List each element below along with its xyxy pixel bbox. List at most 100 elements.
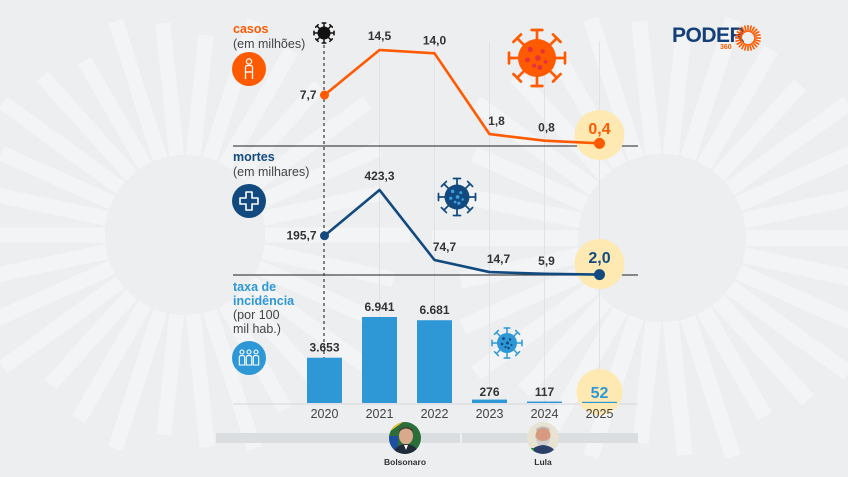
sunburst-ray xyxy=(742,247,848,292)
casos-value-label: 7,7 xyxy=(300,88,317,102)
sunburst-ray xyxy=(632,320,662,444)
virus-body xyxy=(317,26,331,40)
virus-dot xyxy=(532,63,537,68)
year-tick-label: 2025 xyxy=(586,407,614,421)
logo-ray xyxy=(735,37,742,39)
logo-wordmark: PODER xyxy=(672,24,745,47)
logo-ray xyxy=(752,40,760,46)
sunburst-ray xyxy=(261,185,384,226)
bolsonaro-avatar xyxy=(389,422,421,454)
sunburst-ray xyxy=(746,230,848,246)
sunburst-ray xyxy=(0,275,125,374)
virus-spike-cap xyxy=(514,350,521,357)
virus-dot xyxy=(450,189,455,194)
logo-ray xyxy=(738,28,745,35)
virus-dot xyxy=(453,200,457,204)
sunburst-ray xyxy=(156,313,185,436)
incidencia-value-label: 6.941 xyxy=(364,300,394,314)
virus-spike-cap xyxy=(440,180,448,188)
sunburst-ray xyxy=(735,142,848,212)
casos-title: casos xyxy=(233,22,269,36)
sunburst-ray xyxy=(261,244,395,287)
people-group-icon xyxy=(232,341,266,375)
virus-dot xyxy=(508,338,512,341)
virus-spike-cap xyxy=(551,33,562,44)
year-tick-label: 2021 xyxy=(366,407,394,421)
casos-highlight-circle xyxy=(574,110,625,160)
virus-dot xyxy=(527,46,534,53)
year-tick-label: 2022 xyxy=(421,407,449,421)
logo-ray xyxy=(740,26,746,34)
casos-value-label: 0,4 xyxy=(588,121,610,138)
logo-ray xyxy=(748,25,753,33)
mortes-virus-icon xyxy=(437,177,477,217)
logo-ray xyxy=(750,42,756,50)
sunburst-ray xyxy=(245,96,372,195)
virus-dot xyxy=(506,341,509,345)
sunburst-ray xyxy=(470,146,589,212)
virus-dot xyxy=(543,59,548,64)
sunburst-ray xyxy=(0,260,115,329)
sunburst-ray xyxy=(245,275,372,374)
incidencia-bar xyxy=(472,399,507,403)
logo-ray xyxy=(750,26,756,34)
incidencia-highlight-circle xyxy=(576,369,623,415)
logo-ray xyxy=(748,43,753,51)
sunburst-ray xyxy=(0,96,125,195)
sunburst-ray xyxy=(44,289,138,390)
sunburst-ray xyxy=(0,183,109,226)
virus-spike-cap xyxy=(512,33,523,44)
sunburst-logo-icon xyxy=(735,25,761,51)
sunburst-ray xyxy=(471,280,599,380)
sunburst-ray xyxy=(72,300,152,424)
sunburst-ray xyxy=(0,244,109,285)
incidencia-value-label: 117 xyxy=(535,385,555,399)
virus-dot xyxy=(537,65,543,70)
logo-ray xyxy=(751,28,758,35)
mortes-value-label: 2,0 xyxy=(588,250,610,267)
sunburst-ray xyxy=(742,187,848,229)
mortes-title: mortes xyxy=(233,150,275,164)
sunburst-ray xyxy=(680,315,741,460)
sunburst-ray xyxy=(108,308,168,452)
logo-ray xyxy=(736,40,744,46)
sunburst-ray xyxy=(631,20,662,156)
sunburst-ray xyxy=(712,295,814,406)
sunburst-ray xyxy=(518,295,612,397)
sunburst-ray xyxy=(0,227,105,243)
casos-value-label: 1,8 xyxy=(488,114,505,128)
person-icon xyxy=(232,52,266,86)
incidencia-value-label: 3.653 xyxy=(309,341,339,355)
virus-spike-cap xyxy=(493,329,500,336)
casos-point xyxy=(320,90,329,100)
president-lula: Lula xyxy=(508,422,578,467)
sunburst-ray xyxy=(725,96,848,196)
casos-subtitle: (em milhões) xyxy=(233,37,306,51)
virus-dot xyxy=(504,345,507,349)
virus-dot xyxy=(449,196,453,200)
casos-value-label: 0,8 xyxy=(538,121,555,135)
bolsonaro-term-band xyxy=(216,433,460,443)
virus-icon xyxy=(313,22,335,44)
incidencia-virus-icon xyxy=(491,327,523,359)
incidencia-subtitle-line1: (por 100 xyxy=(233,308,280,322)
casos-virus-icon xyxy=(507,28,567,88)
sunburst-ray xyxy=(546,306,627,431)
virus-dot xyxy=(461,198,464,201)
mortes-line xyxy=(323,188,600,276)
sunburst-ray xyxy=(155,22,185,157)
virus-spike-cap xyxy=(314,38,319,43)
sunburst-ray xyxy=(697,45,778,170)
mortes-value-label: 14,7 xyxy=(487,252,511,266)
virus-dot xyxy=(507,346,510,350)
sunburst-ray xyxy=(255,260,372,324)
virus-spike-cap xyxy=(466,206,474,214)
incidencia-value-label: 6.681 xyxy=(419,303,449,317)
sunburst-ray xyxy=(108,18,168,162)
logo-ray xyxy=(753,33,761,38)
virus-dot xyxy=(510,344,513,346)
mortes-value-label: 5,9 xyxy=(538,254,555,268)
logo-ray xyxy=(735,33,743,38)
